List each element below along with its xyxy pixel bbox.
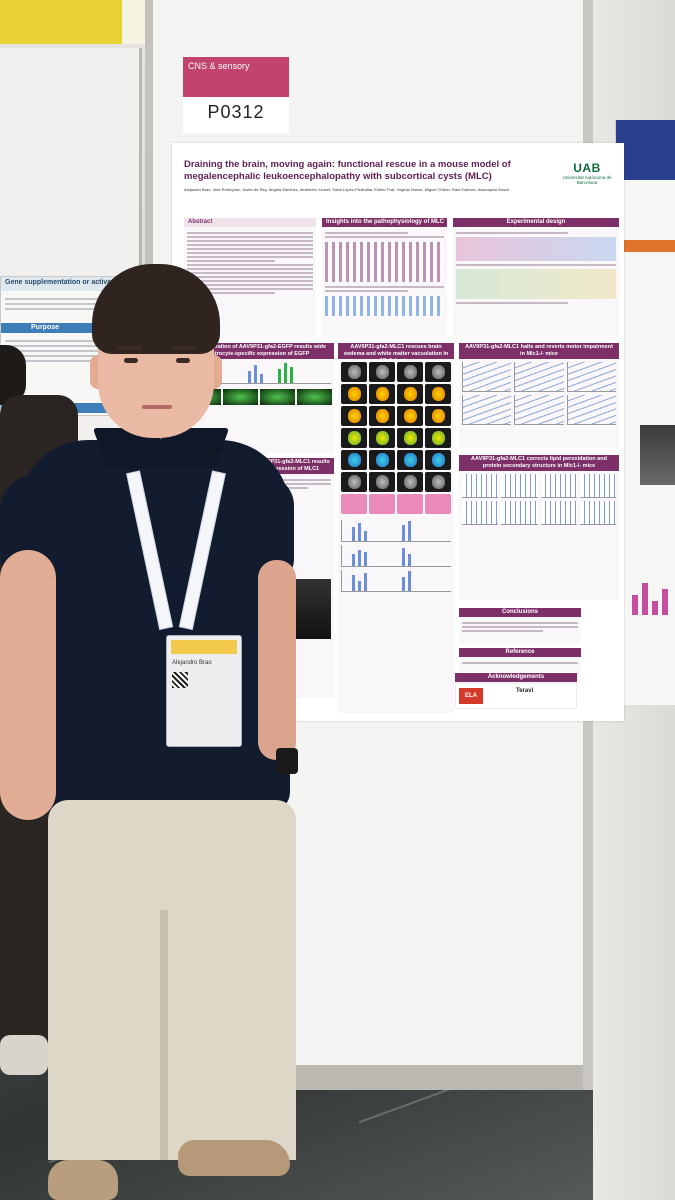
- mouth: [142, 405, 172, 409]
- administration-heading: Administration of AAV9P31-gfa2-EGFP resu…: [184, 343, 334, 359]
- conclusions-heading: Conclusions: [459, 608, 581, 617]
- mri-image-grid: [338, 359, 454, 517]
- left-eyebrow: [118, 346, 142, 350]
- insights-section: Insights into the pathophysiology of MLC: [322, 218, 447, 338]
- session-category: CNS & sensory: [183, 57, 289, 97]
- poster-label-card: CNS & sensory P0312: [183, 57, 289, 133]
- sponsor-logos: ELA Teravi: [455, 683, 577, 709]
- poster-code: P0312: [207, 102, 265, 122]
- beige-trousers: [48, 800, 296, 1160]
- oedema-chart-3: [341, 570, 451, 592]
- hair: [92, 264, 220, 354]
- acknowledgements-heading: Acknowledgements: [455, 673, 577, 682]
- left-shoe: [48, 1160, 118, 1200]
- right-eyebrow: [172, 346, 196, 350]
- presenter-person: Alejandro Brao: [0, 260, 310, 1200]
- design-heading: Experimental design: [453, 218, 619, 227]
- left-poster-text-2: [1, 333, 119, 369]
- uab-logo-name: Universitat Autònoma de Barcelona: [562, 175, 612, 185]
- oedema-chart-2: [341, 545, 451, 567]
- oedema-section: AAV9P31-gfa2-MLC1 rescues brain oedema a…: [338, 343, 454, 713]
- uab-logo-abbr: UAB: [573, 161, 601, 175]
- motor-section: AAV9P31-gfa2-MLC1 halts and reverts moto…: [459, 343, 619, 448]
- reference-heading: Reference: [459, 648, 581, 657]
- badge-header: [171, 640, 237, 654]
- oedema-chart-1: [341, 520, 451, 542]
- teravi-logo: Teravi: [516, 688, 534, 694]
- right-arm: [258, 560, 296, 760]
- uab-logo: UAB Universitat Autònoma de Barcelona: [557, 161, 617, 185]
- left-poster-purpose: Purpose: [1, 323, 119, 333]
- left-arm: [0, 550, 56, 820]
- ela-logo: ELA: [459, 688, 483, 704]
- badge-qr-code: [172, 672, 188, 688]
- conference-badge: Alejandro Brao: [166, 635, 242, 747]
- yellow-wall-panel: [0, 0, 125, 44]
- acknowledgements-section: Acknowledgements: [455, 673, 577, 683]
- left-poster-text: [1, 291, 119, 317]
- poster-authors: Alejandro Brao, Irina Rodríguez, Javier …: [184, 187, 510, 192]
- lipid-heading: AAV9P31-gfa2-MLC1 corrects lipid peroxid…: [459, 455, 619, 471]
- window-light: [122, 0, 147, 44]
- right-shoe: [178, 1140, 290, 1176]
- badge-name: Alejandro Brao: [172, 660, 212, 666]
- motor-heading: AAV9P31-gfa2-MLC1 halts and reverts moto…: [459, 343, 619, 359]
- conclusions-section: Conclusions: [459, 608, 581, 644]
- abstract-heading: Abstract: [184, 218, 316, 227]
- insights-heading: Insights into the pathophysiology of MLC: [322, 218, 447, 227]
- right-eye: [176, 358, 190, 363]
- wristwatch: [276, 748, 298, 774]
- reference-section: Reference: [459, 648, 581, 672]
- poster-title: Draining the brain, moving again: functi…: [184, 159, 511, 182]
- design-section: Experimental design: [453, 218, 619, 338]
- left-poster-title: Gene supplementation or activation for t…: [1, 277, 119, 291]
- right-poster: [615, 120, 675, 705]
- lipid-section: AAV9P31-gfa2-MLC1 corrects lipid peroxid…: [459, 455, 619, 600]
- trouser-seam: [160, 910, 168, 1160]
- oedema-heading: AAV9P31-gfa2-MLC1 rescues brain oedema a…: [338, 343, 454, 359]
- left-eye: [124, 358, 138, 363]
